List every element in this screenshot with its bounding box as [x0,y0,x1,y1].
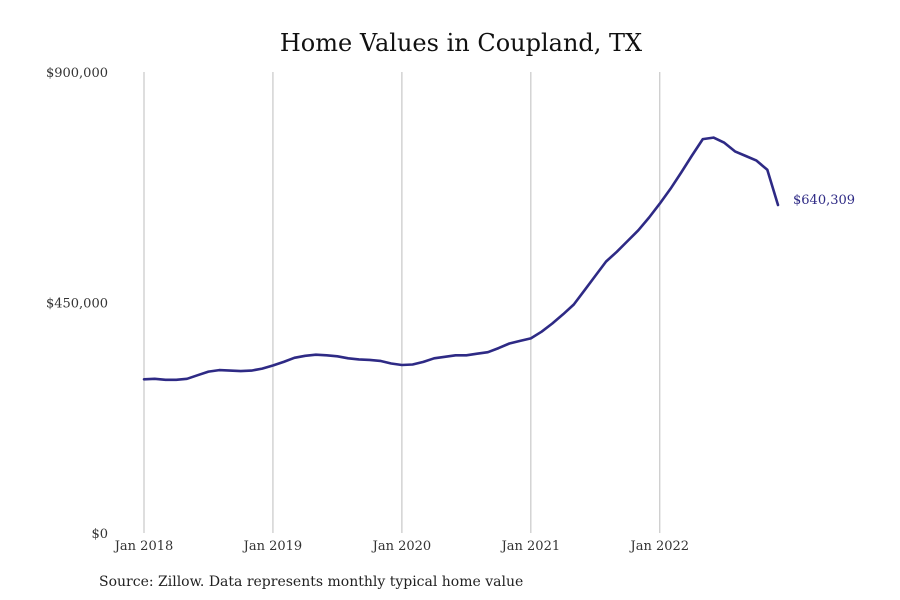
source-note: Source: Zillow. Data represents monthly … [99,574,523,590]
x-axis-ticks: Jan 2018 Jan 2019 Jan 2020 Jan 2021 Jan 2022 [113,539,689,554]
end-value-label: $640,309 [793,193,855,208]
x-tick-label: Jan 2021 [500,539,561,554]
y-axis-ticks: $0 $450,000 $900,000 [46,66,108,542]
x-tick-label: Jan 2020 [371,539,432,554]
y-tick-label: $900,000 [46,66,108,81]
x-tick-label: Jan 2022 [629,539,690,554]
x-tick-label: Jan 2018 [113,539,174,554]
series-group [142,136,780,382]
grid-lines [143,72,661,533]
y-tick-label: $0 [91,527,108,542]
x-tick-label: Jan 2019 [242,539,303,554]
y-tick-label: $450,000 [46,297,108,312]
chart-title: Home Values in Coupland, TX [280,29,642,57]
series-line [142,136,780,382]
